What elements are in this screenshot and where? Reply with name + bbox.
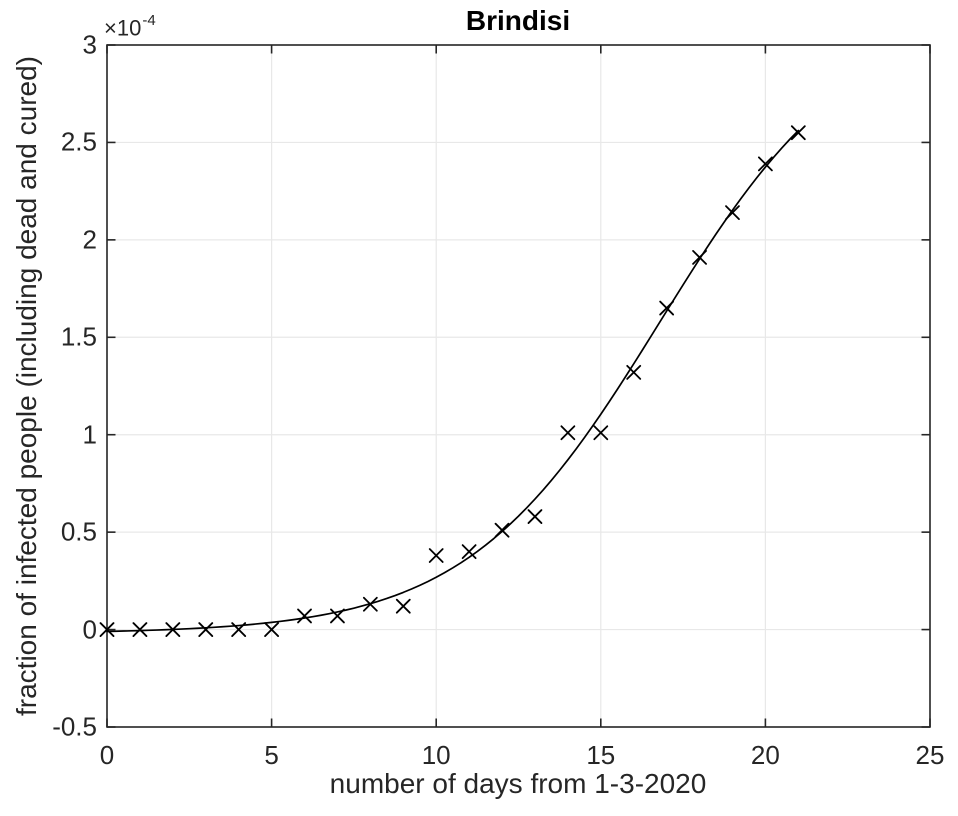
x-marker — [461, 544, 477, 560]
x-marker — [527, 509, 543, 524]
x-marker — [198, 622, 214, 637]
y-axis-exponent-label: ×10-4 — [104, 12, 156, 41]
x-tick-label: 25 — [915, 740, 945, 770]
x-tick-label: 15 — [586, 740, 616, 770]
axes-box-outline — [106, 44, 931, 728]
x-marker — [659, 300, 675, 316]
grid-lines — [106, 44, 931, 728]
x-marker — [626, 364, 642, 380]
x-marker — [330, 608, 345, 624]
x-axis-label: number of days from 1-3-2020 — [329, 768, 707, 799]
x-marker — [428, 548, 444, 563]
x-marker — [725, 205, 740, 220]
x-tick-label: 20 — [750, 740, 780, 770]
x-marker — [297, 608, 312, 624]
y-tick-label: 2.5 — [60, 126, 97, 157]
x-marker — [362, 596, 378, 612]
scatter-markers — [99, 125, 806, 637]
y-tick-label: 2 — [82, 224, 97, 255]
chart-title: Brindisi — [465, 5, 571, 36]
x-marker — [560, 425, 576, 441]
y-tick-label: -0.5 — [52, 711, 97, 742]
x-marker — [593, 425, 609, 441]
x-marker — [264, 622, 280, 637]
axes-box — [106, 44, 931, 728]
exponent-multiplier: ×10 — [104, 15, 142, 41]
y-tick-label: 1.5 — [60, 321, 97, 352]
tick-marks — [106, 44, 931, 728]
x-marker — [692, 249, 707, 265]
y-axis-label: fraction of infected people (including d… — [11, 56, 42, 716]
x-tick-label: 0 — [99, 740, 115, 770]
exponent-power: -4 — [142, 12, 156, 29]
x-marker — [165, 622, 181, 637]
x-marker — [494, 522, 510, 538]
y-tick-label: 3 — [82, 29, 97, 60]
x-marker — [395, 598, 411, 614]
x-marker — [790, 125, 806, 141]
x-tick-label: 5 — [264, 740, 279, 770]
fit-curve-line — [106, 129, 800, 633]
y-tick-label: 0.5 — [60, 516, 97, 547]
x-marker — [132, 622, 148, 637]
x-marker — [99, 622, 115, 637]
x-marker — [231, 622, 247, 637]
y-tick-label: 0 — [82, 614, 97, 645]
x-marker — [758, 156, 773, 172]
x-tick-label: 10 — [421, 740, 451, 770]
y-tick-label: 1 — [82, 419, 97, 450]
